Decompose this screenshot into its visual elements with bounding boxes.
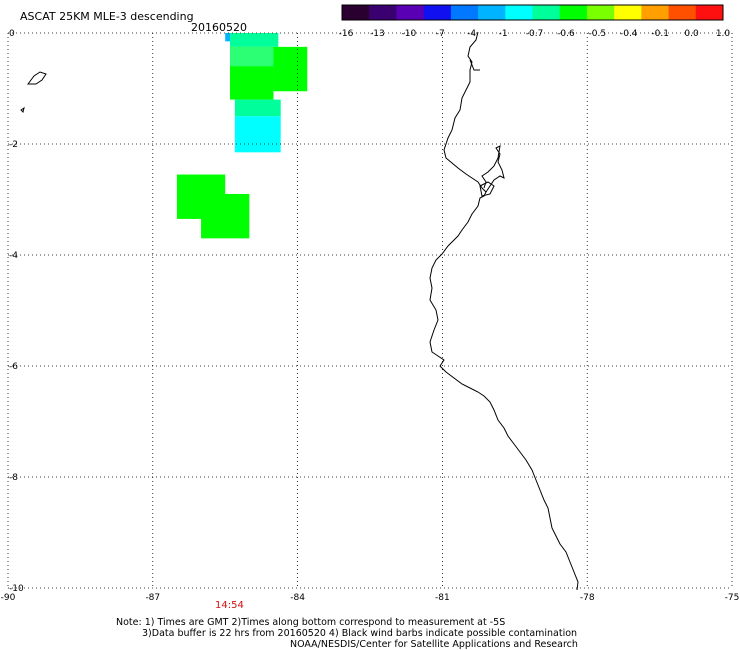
galapagos-island-small (20, 106, 25, 113)
colorbar-segment (478, 5, 506, 20)
colorbar-segment (342, 5, 370, 20)
colorbar-labels: -16 -13 -10 -7 -4 -1 -0.7 -0.6 -0.5 -0.4 -0.1 0.0 1.… (339, 29, 731, 39)
colorbar-segment (423, 5, 452, 20)
lon-tick-label: -84 (290, 593, 305, 603)
time-label: 14:54 (215, 600, 244, 611)
gulf-of-guayaquil (481, 145, 505, 193)
puna-island (479, 181, 495, 197)
wind-swath-cell (230, 33, 279, 47)
note-line-3: NOAA/NESDIS/Center for Satellite Applica… (290, 639, 578, 650)
colorbar-segment (396, 5, 425, 20)
colorbar-label: 1.0 (716, 29, 731, 39)
axis-ticks: -90 -87 -84 -81 -78 -75 0 -2 -4 -6 -8 -10 (1, 29, 740, 603)
colorbar-label: -0.5 (589, 29, 607, 39)
wind-swath-cell (230, 46, 274, 67)
wind-swath-cell (234, 116, 281, 153)
wind-swath-cell (273, 46, 308, 92)
galapagos-island-isabela (27, 71, 47, 85)
lat-tick-label: -4 (9, 251, 18, 261)
colorbar-segment (559, 5, 588, 20)
colorbar-segment (532, 5, 561, 20)
colorbar-label: -0.7 (526, 29, 544, 39)
lat-tick-label: 0 (9, 29, 15, 39)
wind-swath-cell (225, 33, 231, 42)
colorbar-frame (341, 4, 724, 21)
lon-tick-label: -81 (435, 593, 450, 603)
colorbar-label: 0.0 (684, 29, 699, 39)
wind-swath-cell (234, 99, 281, 117)
colorbar-segment (369, 5, 397, 20)
chart-title: ASCAT 25KM MLE-3 descending (20, 10, 194, 23)
colorbar-label: -1 (499, 29, 508, 39)
lat-tick-label: -6 (9, 362, 18, 372)
coast-inlet (469, 59, 480, 71)
colorbar-label: -4 (467, 29, 476, 39)
colorbar-segment (505, 5, 533, 20)
note-line-1: Note: 1) Times are GMT 2)Times along bot… (116, 617, 506, 628)
colorbar-label: -10 (401, 29, 416, 39)
colorbar-label: -13 (370, 29, 385, 39)
chart-date: 20160520 (191, 21, 247, 34)
lon-tick-label: -75 (725, 593, 740, 603)
lat-tick-label: -2 (9, 140, 18, 150)
coastline (429, 31, 579, 591)
lon-tick-label: -87 (145, 593, 160, 603)
colorbar-segment (614, 5, 642, 20)
colorbar-segment (586, 5, 615, 20)
colorbar-segment (695, 5, 724, 20)
lat-tick-label: -8 (9, 473, 18, 483)
lat-lon-grid (7, 32, 733, 589)
colorbar-label: -0.6 (557, 29, 575, 39)
colorbar-label: -16 (339, 29, 354, 39)
lat-tick-label: -10 (9, 584, 24, 594)
colorbar (341, 4, 724, 21)
note-line-2: 3)Data buffer is 22 hrs from 20160520 4)… (142, 628, 578, 639)
lon-tick-label: -90 (1, 593, 16, 603)
colorbar-label: -0.1 (651, 29, 669, 39)
colorbar-segment (668, 5, 697, 20)
lon-tick-label: -78 (580, 593, 595, 603)
colorbar-segment (450, 5, 479, 20)
colorbar-label: -0.4 (620, 29, 638, 39)
colorbar-segment (641, 5, 670, 20)
colorbar-label: -7 (436, 29, 445, 39)
wind-swath-cell (201, 193, 250, 239)
wind-swaths (176, 33, 308, 239)
